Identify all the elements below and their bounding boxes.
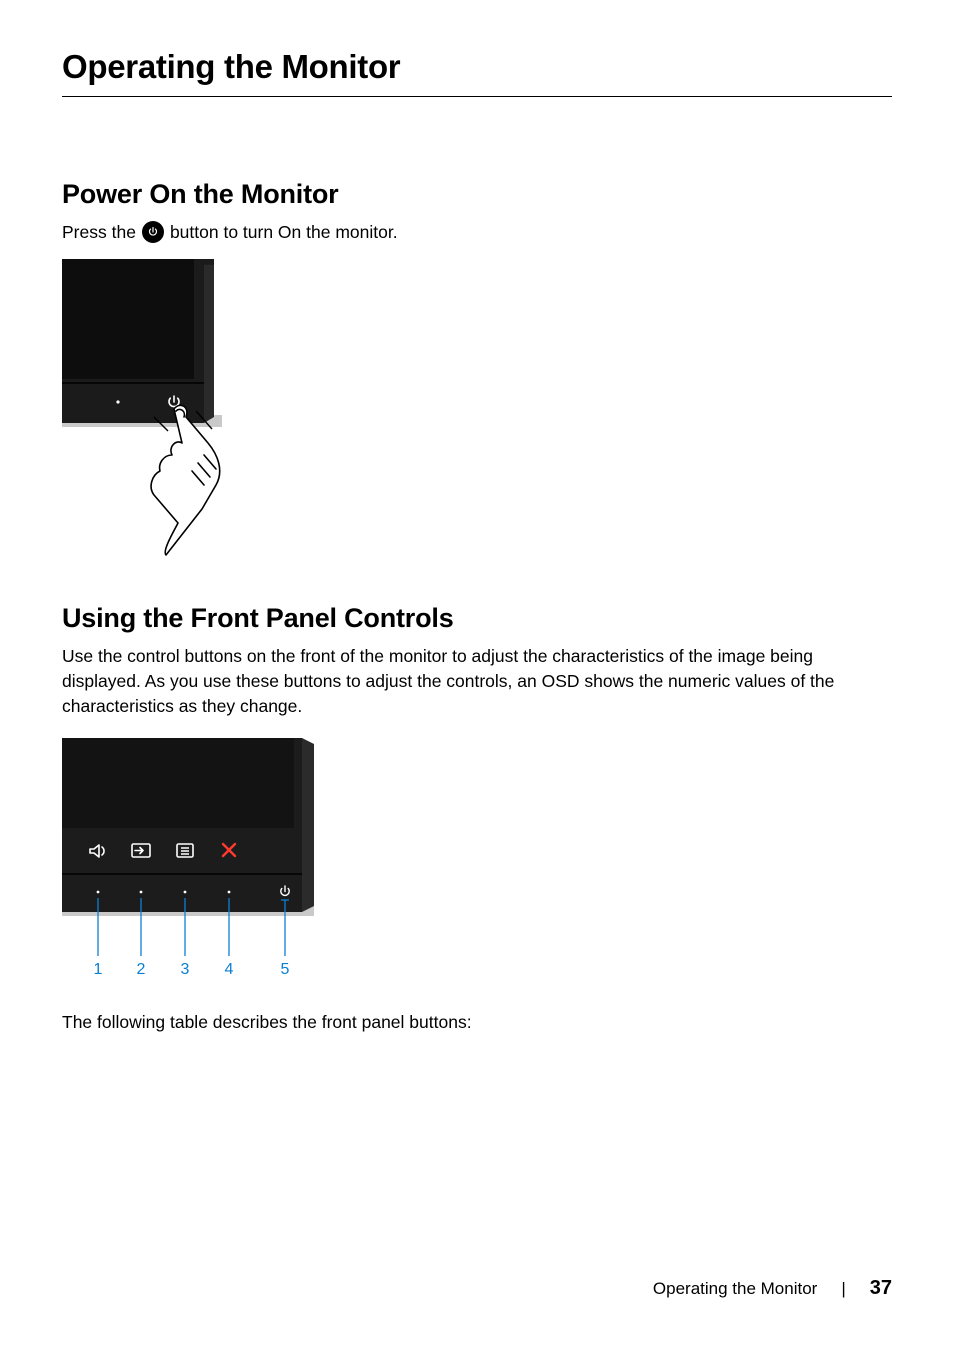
text-after-icon: button to turn On the monitor. (170, 220, 398, 245)
text-before-icon: Press the (62, 220, 136, 245)
footer-label: Operating the Monitor (653, 1279, 817, 1299)
page-footer: Operating the Monitor | 37 (653, 1277, 892, 1300)
front-panel-paragraph: Use the control buttons on the front of … (62, 644, 892, 720)
callout-number-3: 3 (181, 961, 190, 978)
front-panel-followup: The following table describes the front … (62, 1010, 892, 1035)
section-title-front-panel: Using the Front Panel Controls (62, 603, 892, 634)
power-icon-badge (142, 221, 164, 243)
power-on-instruction: Press the button to turn On the monitor. (62, 220, 892, 245)
callout-number-2: 2 (137, 961, 146, 978)
footer-separator: | (841, 1279, 845, 1299)
page: Operating the Monitor Power On the Monit… (0, 0, 954, 1352)
callout-number-4: 4 (225, 961, 234, 978)
power-icon (147, 226, 159, 238)
footer-page-number: 37 (870, 1277, 892, 1300)
chapter-title: Operating the Monitor (62, 48, 892, 97)
section-title-power-on: Power On the Monitor (62, 179, 892, 210)
callout-number-5: 5 (281, 961, 290, 978)
callout-number-1: 1 (94, 961, 103, 978)
figure-power-on-monitor (62, 259, 222, 559)
figure-front-panel-controls: 1 2 3 4 5 (62, 738, 322, 988)
